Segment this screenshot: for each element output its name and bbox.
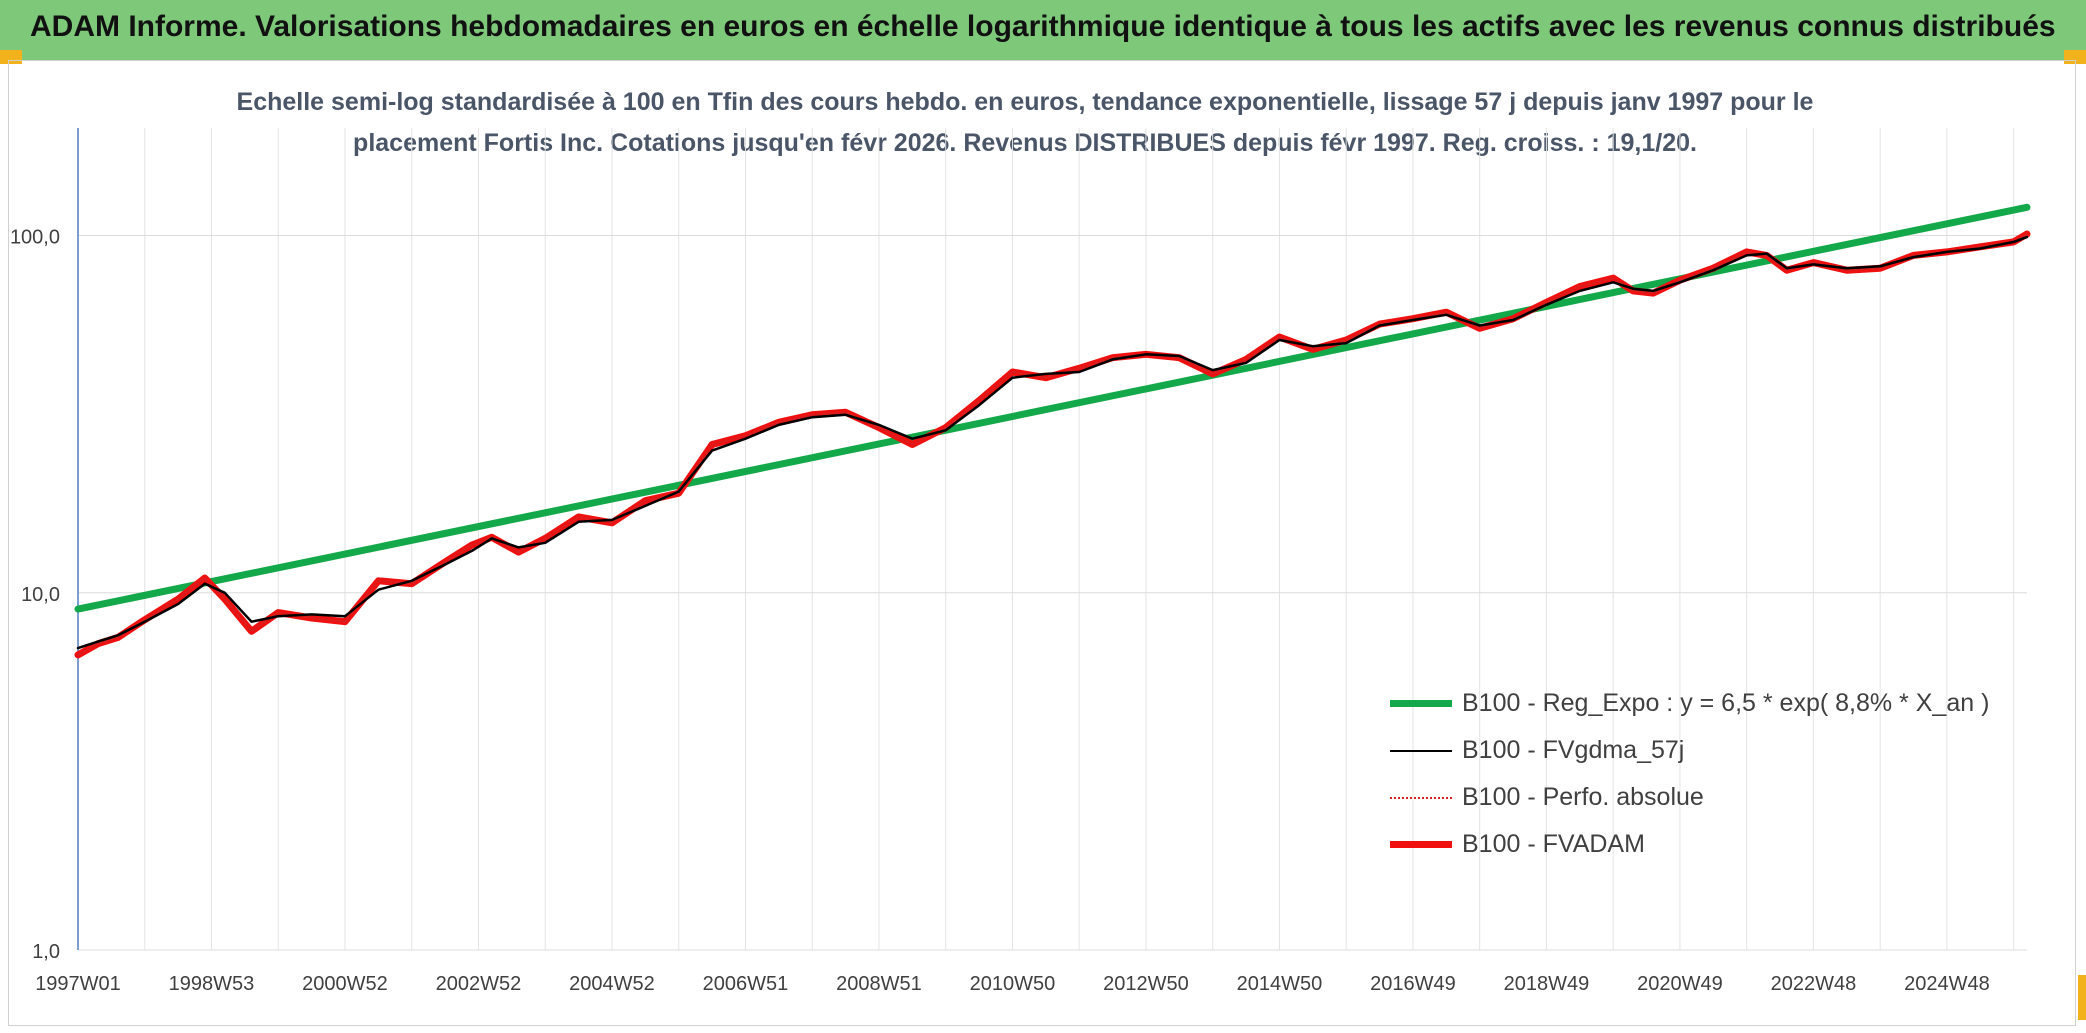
x-tick-label: 2008W51 — [836, 973, 922, 995]
legend-label: B100 - FVgdma_57j — [1462, 736, 1685, 764]
chart-title: Echelle semi-log standardisée à 100 en T… — [230, 82, 1820, 164]
x-tick-label: 2018W49 — [1504, 973, 1590, 995]
chart-title-line-2: placement Fortis Inc. Cotations jusqu'en… — [353, 129, 1697, 157]
x-tick-label: 2022W48 — [1771, 973, 1857, 995]
y-tick-label: 100,0 — [10, 227, 60, 249]
x-tick-label: 2014W50 — [1237, 973, 1323, 995]
x-tick-label: 2000W52 — [302, 973, 388, 995]
series-line-2 — [77, 233, 2028, 656]
y-tick-label: 1,0 — [32, 941, 60, 963]
legend-label: B100 - Perfo. absolue — [1462, 783, 1704, 811]
x-tick-label: 2006W51 — [703, 973, 789, 995]
corner-marker-bottom-right — [2078, 975, 2086, 1020]
x-tick-label: 2010W50 — [970, 973, 1056, 995]
legend-swatch — [1390, 841, 1452, 848]
x-tick-label: 2020W49 — [1637, 973, 1723, 995]
legend-label: B100 - Reg_Expo : y = 6,5 * exp( 8,8% * … — [1462, 689, 1990, 717]
series-line-1 — [76, 235, 2029, 650]
x-tick-label: 2002W52 — [436, 973, 522, 995]
x-tick-label: 1997W01 — [35, 973, 121, 995]
x-tick-label: 2024W48 — [1904, 973, 1990, 995]
chart-title-line-1: Echelle semi-log standardisée à 100 en T… — [236, 88, 1814, 116]
x-tick-label: 2012W50 — [1103, 973, 1189, 995]
chart-legend: B100 - Reg_Expo : y = 6,5 * exp( 8,8% * … — [1390, 680, 1989, 868]
legend-swatch — [1390, 749, 1452, 752]
series-line-0 — [74, 203, 2031, 613]
legend-item: B100 - Reg_Expo : y = 6,5 * exp( 8,8% * … — [1390, 680, 1989, 727]
legend-item: B100 - Perfo. absolue — [1390, 774, 1989, 821]
banner-title: ADAM Informe. Valorisations hebdomadaire… — [30, 10, 2056, 43]
chart-frame — [8, 60, 2076, 1026]
x-tick-label: 1998W53 — [169, 973, 255, 995]
legend-item: B100 - FVADAM — [1390, 821, 1989, 868]
x-tick-label: 2004W52 — [569, 973, 655, 995]
report-banner: ADAM Informe. Valorisations hebdomadaire… — [0, 0, 2086, 60]
legend-label: B100 - FVADAM — [1462, 830, 1645, 858]
y-tick-label: 10,0 — [21, 584, 60, 606]
legend-item: B100 - FVgdma_57j — [1390, 727, 1989, 774]
x-tick-label: 2016W49 — [1370, 973, 1456, 995]
legend-swatch — [1390, 700, 1452, 707]
legend-swatch — [1390, 796, 1452, 799]
